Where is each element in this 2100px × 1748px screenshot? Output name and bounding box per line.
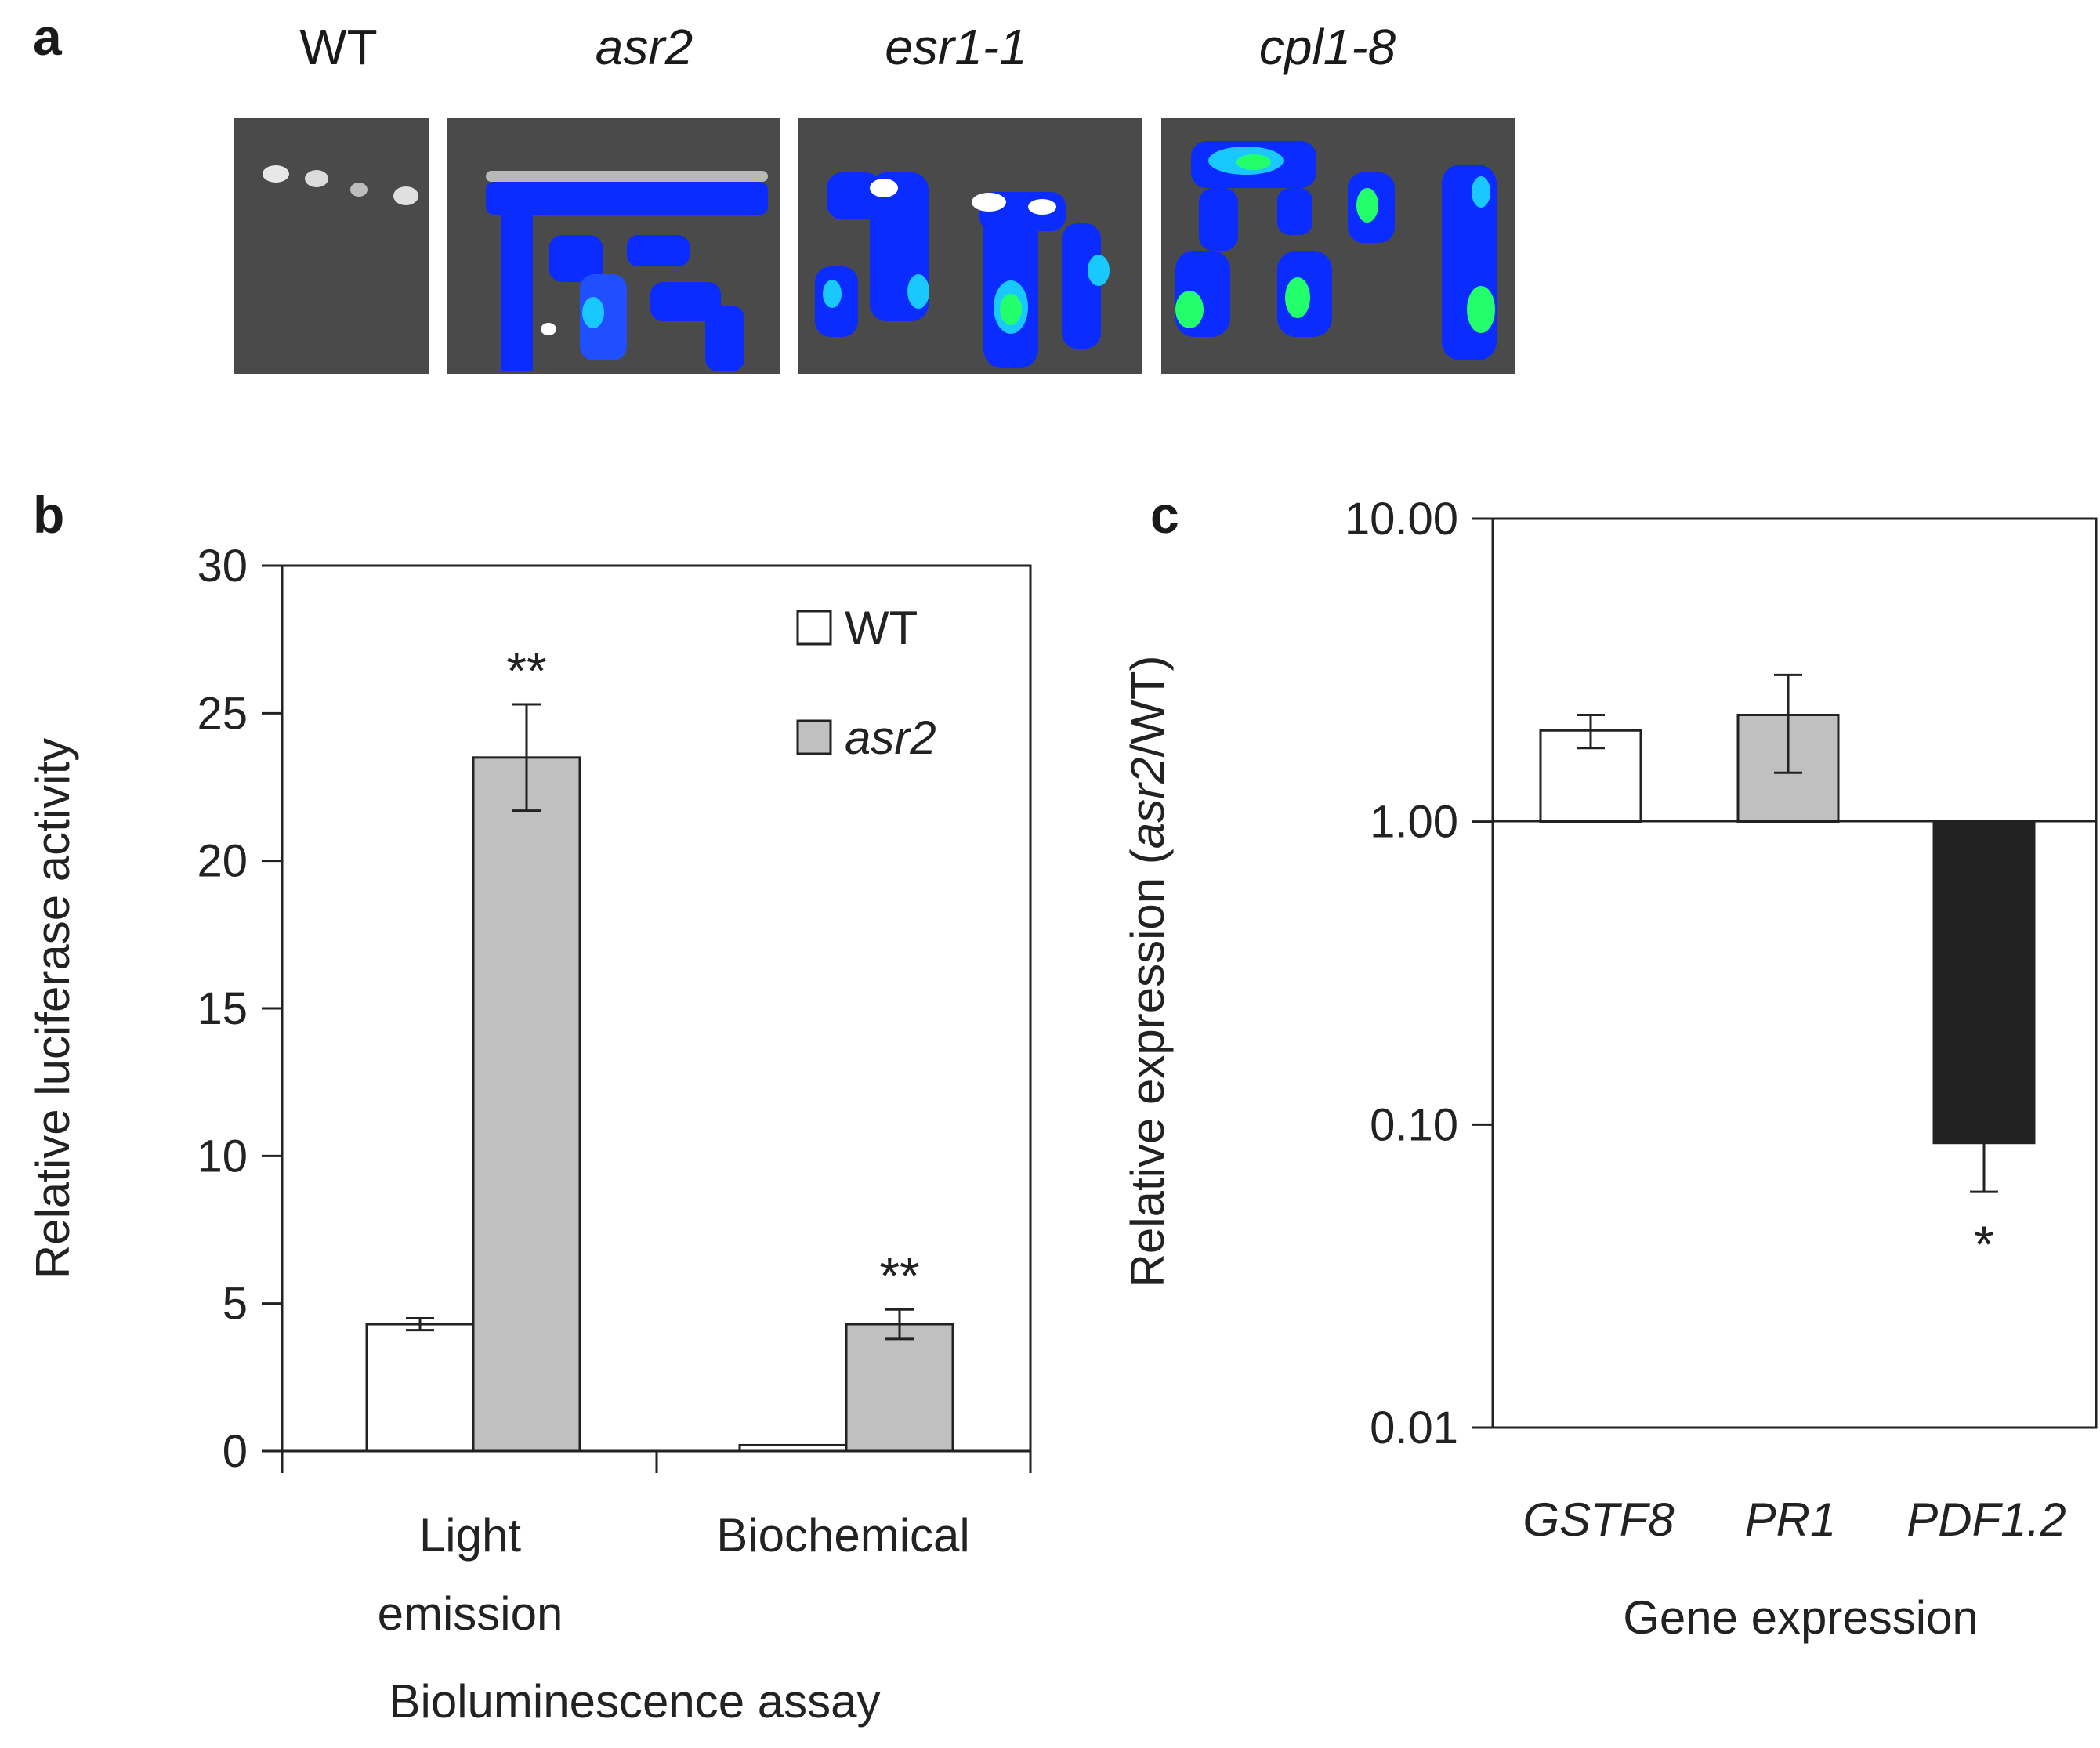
- category-label-emission: emission: [378, 1587, 563, 1640]
- genotype-label-cpl1-8: cpl1-8: [1259, 19, 1396, 75]
- y-tick-label-b-6: 30: [197, 541, 248, 592]
- y-axis-title-c-part3: /WT): [1121, 656, 1174, 758]
- bar-b-asr2-0: [472, 756, 581, 1453]
- x-axis-title-b: Bioluminescence assay: [389, 1675, 881, 1728]
- x-axis-title-c: Gene expression: [1623, 1591, 1979, 1644]
- image-cpl1-8: [1161, 118, 1515, 374]
- legend-label-asr2: asr2: [845, 711, 936, 764]
- legend-swatch-wt: [796, 610, 832, 646]
- y-tick-label-b-4: 20: [197, 836, 248, 887]
- image-asr2: [447, 118, 780, 374]
- panel-c: c 0.01 0.10 1.00 10.00 * GSTF8 PR1 PDF1.2 G…: [1121, 486, 2098, 1644]
- plot-frame-b: [281, 564, 1032, 1453]
- bar-b-asr2-1: [845, 1323, 954, 1453]
- y-axis-title-c-part1: Relative expression (: [1121, 849, 1174, 1287]
- y-axis-title-c-part2: asr2: [1121, 757, 1174, 849]
- legend-b: WT asr2: [796, 602, 936, 764]
- y-tick-label-c-1: 0.10: [1370, 1099, 1458, 1150]
- category-label-light: Light: [419, 1509, 521, 1562]
- panel-b: b 0 5 10 15 20 25 30 ** ** Light emission Bioch…: [27, 486, 1032, 1728]
- y-tick-label-b-0: 0: [223, 1426, 248, 1477]
- legend-swatch-asr2: [796, 719, 832, 755]
- category-label-biochemical: Biochemical: [716, 1509, 969, 1562]
- genotype-label-asr2: asr2: [596, 19, 693, 75]
- y-axis-title-c: Relative expression (asr2/WT): [1121, 656, 1174, 1288]
- bar-c-PDF1.2: [1932, 820, 2036, 1145]
- y-axis-title-b: Relative luciferase activity: [27, 738, 79, 1279]
- y-tick-label-c-0: 0.01: [1370, 1402, 1458, 1453]
- category-label-gstf8: GSTF8: [1522, 1493, 1675, 1546]
- category-label-pdf12: PDF1.2: [1906, 1493, 2066, 1546]
- genotype-label-wt: WT: [299, 19, 378, 75]
- bars-b: ** **: [365, 642, 954, 1453]
- significance-marker-b-1: **: [879, 1247, 919, 1305]
- panel-a: a WT asr2 esr1-1 cpl1-8: [33, 8, 1515, 374]
- panel-c-letter: c: [1150, 486, 1179, 544]
- y-tick-label-b-5: 25: [197, 688, 248, 739]
- bar-b-WT-0: [365, 1323, 475, 1453]
- panel-a-letter: a: [33, 8, 63, 66]
- y-tick-label-c-3: 10.00: [1345, 494, 1458, 545]
- plot-frame-c: [1491, 517, 2098, 1429]
- panel-b-letter: b: [33, 486, 64, 544]
- y-tick-label-b-1: 5: [223, 1279, 248, 1330]
- significance-marker-b-0: **: [506, 642, 546, 700]
- category-label-pr1: PR1: [1745, 1493, 1837, 1546]
- genotype-label-esr1-1: esr1-1: [885, 19, 1026, 75]
- bars-c: *: [1539, 673, 2036, 1273]
- image-esr1-1: [798, 118, 1142, 374]
- y-axis-ticks-c: 0.01 0.10 1.00 10.00: [1345, 494, 1493, 1453]
- significance-marker-c-0: *: [1974, 1215, 1994, 1273]
- image-wt: [234, 118, 429, 374]
- legend-label-wt: WT: [845, 602, 918, 654]
- y-tick-label-b-3: 15: [197, 983, 248, 1034]
- y-axis-ticks-b: 0 5 10 15 20 25 30: [197, 541, 282, 1477]
- y-tick-label-b-2: 10: [197, 1131, 248, 1182]
- y-tick-label-c-2: 1.00: [1370, 797, 1458, 848]
